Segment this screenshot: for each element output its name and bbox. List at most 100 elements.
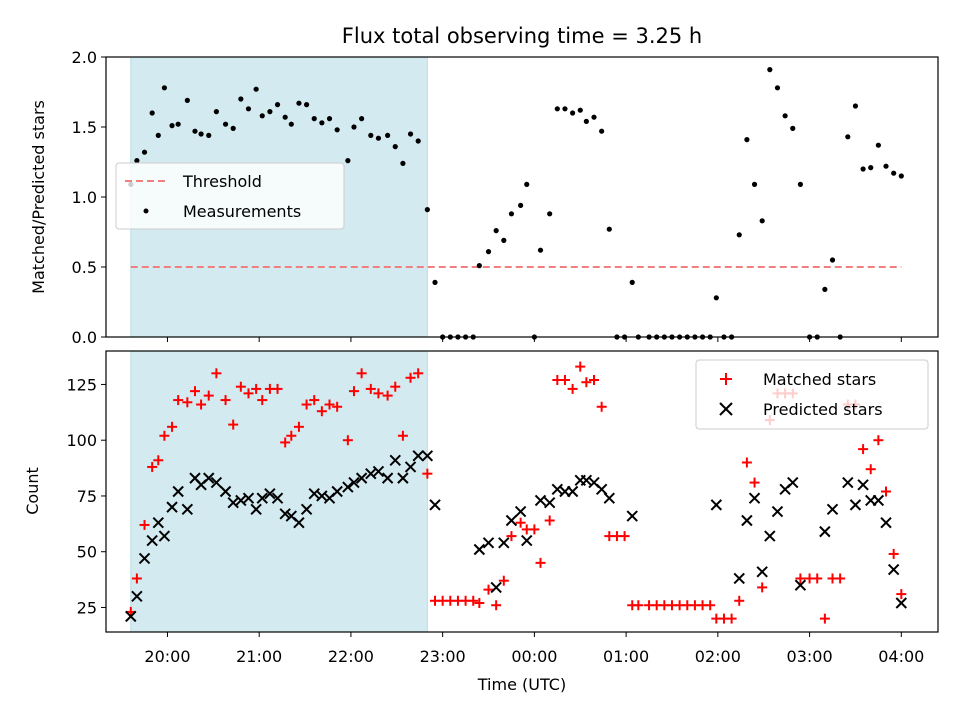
matched-star-point: [873, 435, 884, 446]
matched-star-point: [619, 531, 630, 542]
legend-matched-swatch: [720, 373, 732, 385]
measurement-point: [485, 249, 492, 255]
matched-star-point: [858, 444, 869, 455]
matched-star-point: [131, 573, 142, 584]
predicted-star-point: [264, 488, 276, 500]
matched-star-point: [705, 600, 716, 611]
bottom-axes-frame: [105, 350, 939, 633]
top-legend-box: [115, 162, 345, 230]
predicted-star-point: [181, 503, 194, 516]
measurement-point: [351, 124, 357, 130]
measurement-point: [562, 106, 568, 112]
matched-star-point: [559, 374, 570, 385]
predicted-star-point: [710, 499, 723, 511]
matched-star-point: [567, 383, 578, 394]
predicted-star-point: [505, 514, 518, 527]
matched-star-point: [506, 531, 517, 542]
matched-star-point: [203, 390, 214, 401]
predicted-star-point: [534, 494, 547, 507]
matched-star-point: [173, 395, 184, 406]
legend-measurements-label: Measurements: [183, 202, 301, 221]
matched-star-point: [741, 457, 752, 468]
measurement-point: [570, 110, 576, 116]
measurement-point: [591, 114, 597, 120]
x-tick-label: 22:00: [328, 647, 374, 666]
predicted-star-point: [210, 476, 223, 489]
predicted-star-point: [826, 503, 839, 516]
predicted-star-point: [166, 501, 178, 513]
measurement-point: [599, 128, 605, 134]
matched-star-point: [757, 582, 768, 593]
predicted-star-point: [895, 597, 908, 609]
measurement-point: [407, 131, 414, 137]
bottom-y-tick-label: 25: [77, 598, 97, 617]
matched-star-point: [365, 383, 376, 394]
measurement-point: [508, 211, 515, 217]
top-panel: 0.00.51.01.52.0 Matched/Predicted stars …: [29, 48, 939, 347]
legend-matched-label: Matched stars: [763, 370, 876, 389]
predicted-star-point: [580, 474, 593, 487]
matched-star-point: [596, 401, 607, 412]
matched-star-point: [243, 388, 254, 399]
bottom-y-axis: 25 50 75 100 125: [66, 375, 106, 617]
measurement-point: [432, 279, 438, 285]
measurement-point: [537, 247, 544, 253]
measurement-point: [155, 132, 161, 138]
matched-star-point: [280, 437, 291, 448]
x-tick-label: 03:00: [787, 647, 833, 666]
x-tick-label: 20:00: [144, 647, 190, 666]
measurement-point: [134, 158, 140, 164]
predicted-star-point: [421, 450, 434, 462]
predicted-star-point: [271, 492, 284, 504]
matched-star-point: [196, 399, 207, 410]
measurement-point: [368, 132, 374, 138]
predicted-star-point: [794, 579, 807, 591]
bottom-y-axis-label: Count: [23, 467, 42, 515]
measurement-point: [267, 109, 273, 115]
measurement-point: [476, 263, 482, 269]
measurement-point: [392, 144, 398, 150]
top-y-tick-label: 1.0: [72, 188, 97, 207]
measurement-point: [296, 100, 302, 106]
matched-star-point: [382, 390, 393, 401]
measurement-point: [554, 106, 560, 112]
measurement-point: [184, 97, 190, 103]
predicted-star-point: [626, 510, 638, 522]
measurement-point: [629, 279, 635, 285]
x-tick-label: 02:00: [695, 647, 741, 666]
predicted-star-point: [566, 485, 579, 498]
measurement-point: [774, 85, 781, 91]
predicted-star-point: [857, 479, 869, 491]
measurement-point: [175, 121, 181, 127]
matched-star-point: [491, 600, 502, 611]
measurement-point: [524, 181, 530, 187]
predicted-star-point: [849, 499, 862, 511]
predicted-star-point: [748, 492, 761, 504]
matched-star-point: [589, 374, 600, 385]
matched-star-point: [422, 468, 433, 479]
top-y-tick-label: 1.5: [72, 118, 97, 137]
matched-star-point: [293, 421, 304, 432]
matched-star-point: [211, 368, 222, 379]
measurement-point: [213, 109, 219, 115]
measurement-point: [282, 114, 288, 120]
predicted-star-point: [551, 483, 564, 495]
matched-star-point: [189, 386, 200, 397]
measurement-point: [161, 85, 168, 91]
predicted-star-point: [771, 505, 784, 518]
matched-star-point: [575, 361, 586, 372]
predicted-star-point: [514, 505, 527, 518]
x-tick-label: 00:00: [511, 647, 557, 666]
matched-star-point: [356, 368, 367, 379]
matched-star-point: [734, 595, 745, 606]
x-axis-label: Time (UTC): [477, 675, 566, 694]
predicted-star-point: [203, 472, 215, 484]
measurement-point: [845, 134, 851, 140]
measurement-point: [238, 96, 244, 102]
measurement-point: [875, 142, 881, 148]
measurement-point: [583, 118, 589, 124]
measurement-point: [713, 295, 719, 301]
matched-star-point: [865, 464, 876, 475]
predicted-star-point: [397, 472, 409, 484]
matched-star-point: [228, 419, 239, 430]
